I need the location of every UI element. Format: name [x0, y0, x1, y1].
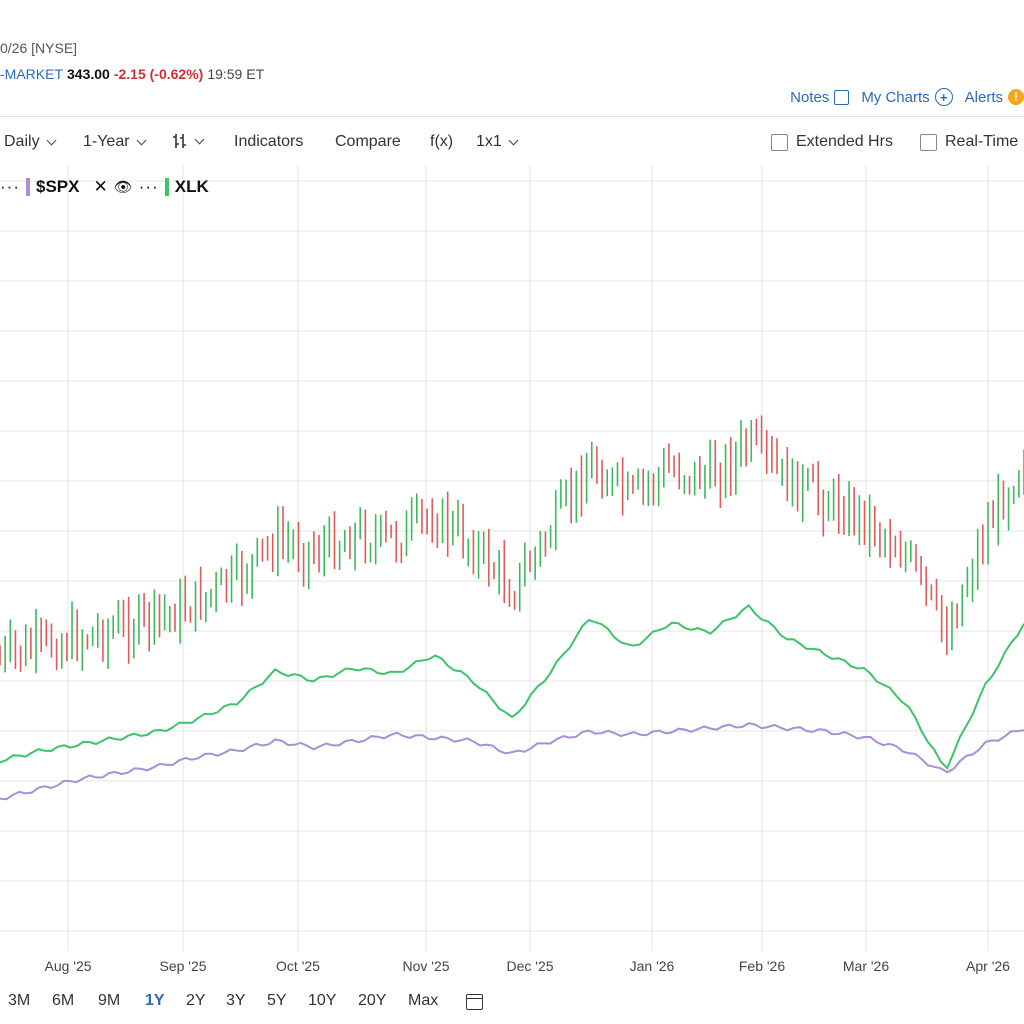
x-axis-labels: Aug '25 Sep '25 Oct '25 Nov '25 Dec '25 Jan '… [0, 958, 1024, 978]
range-button-max[interactable]: Max [408, 992, 439, 1009]
chevron-down-icon [508, 135, 519, 145]
range-button-10y[interactable]: 10Y [308, 992, 337, 1009]
spx-line [0, 722, 1024, 801]
header-divider [0, 116, 1024, 117]
real-time-label: Real-Time [945, 133, 1019, 150]
range-button-2y[interactable]: 2Y [186, 992, 206, 1009]
candlestick-icon [173, 134, 186, 148]
compare-label: Compare [335, 133, 401, 150]
x-tick-label: Feb '26 [738, 958, 786, 974]
indicators-label: Indicators [234, 133, 304, 150]
alerts-label: Alerts [964, 88, 1003, 106]
chevron-down-icon [46, 135, 57, 145]
layout-dropdown[interactable]: 1x1 [476, 133, 519, 151]
period-label: 1-Year [83, 133, 130, 150]
xlk-line [0, 604, 1024, 770]
interval-dropdown[interactable]: Daily [4, 133, 57, 151]
spx-color-swatch [25, 178, 30, 196]
x-tick-label: Oct '25 [276, 958, 320, 974]
x-tick-label: Dec '25 [506, 958, 554, 974]
alert-badge-icon: ! [1008, 89, 1024, 105]
chevron-down-icon [136, 135, 147, 145]
range-button-3y[interactable]: 3Y [226, 992, 246, 1009]
more-options-icon[interactable]: ··· [0, 177, 20, 196]
period-dropdown[interactable]: 1-Year [83, 133, 147, 151]
x-tick-label: Apr '26 [966, 958, 1010, 974]
market-label: -MARKET [0, 66, 63, 82]
xlk-legend-label: XLK [174, 177, 209, 196]
chart-toolbar: Daily 1-Year Indicators Compare f(x) 1x1… [0, 128, 1024, 158]
price-chart[interactable] [0, 165, 1024, 951]
extended-hrs-checkbox[interactable] [771, 133, 788, 151]
compare-button[interactable]: Compare [335, 133, 401, 151]
range-button-5y[interactable]: 5Y [267, 992, 287, 1009]
top-links: Notes My Charts + Alerts! [790, 88, 1024, 106]
x-tick-label: Mar '26 [842, 958, 890, 974]
extended-hrs-label: Extended Hrs [796, 133, 893, 150]
interval-label: Daily [4, 133, 40, 150]
price-change: -2.15 (-0.62%) [113, 66, 204, 82]
x-tick-label: Jan '26 [629, 958, 675, 974]
spx-legend-label: $SPX [35, 177, 80, 196]
eye-icon[interactable]: 👁 [113, 179, 133, 196]
range-button-20y[interactable]: 20Y [358, 992, 387, 1009]
symbol-date-exchange: 0/26 [NYSE] [0, 40, 78, 56]
edit-icon [834, 89, 850, 105]
x-tick-label: Aug '25 [44, 958, 92, 974]
close-icon[interactable]: ✕ [93, 177, 108, 196]
chart-legend: ··· $SPX ✕ 👁 ··· XLK [0, 177, 209, 197]
grid-lines [0, 165, 1024, 951]
quote-line: -MARKET 343.00 -2.15 (-0.62%) 19:59 ET [0, 66, 264, 82]
chevron-down-icon [194, 134, 205, 144]
range-button-6m[interactable]: 6M [52, 992, 75, 1009]
my-charts-link[interactable]: My Charts + [861, 88, 953, 106]
real-time-checkbox[interactable] [920, 133, 937, 151]
xlk-color-swatch [164, 178, 169, 196]
x-tick-label: Nov '25 [402, 958, 450, 974]
range-button-9m[interactable]: 9M [98, 992, 121, 1009]
indicators-button[interactable]: Indicators [234, 133, 303, 151]
notes-link[interactable]: Notes [790, 88, 850, 106]
fx-label: f(x) [430, 133, 454, 150]
quote-time: 19:59 ET [207, 66, 265, 82]
chart-type-dropdown[interactable] [172, 133, 205, 149]
x-tick-label: Sep '25 [159, 958, 207, 974]
ohlc-bars [0, 415, 1024, 674]
fx-button[interactable]: f(x) [430, 133, 453, 151]
real-time-toggle[interactable]: Real-Time [920, 133, 1018, 151]
extended-hrs-toggle[interactable]: Extended Hrs [771, 133, 893, 151]
range-button-1y[interactable]: 1Y [145, 992, 165, 1009]
more-options-icon[interactable]: ··· [138, 177, 159, 196]
last-price: 343.00 [67, 66, 110, 82]
alerts-link[interactable]: Alerts! [965, 88, 1024, 106]
my-charts-label: My Charts [861, 88, 930, 106]
plus-circle-icon: + [934, 88, 953, 106]
layout-label: 1x1 [476, 133, 502, 150]
range-button-3m[interactable]: 3M [8, 992, 31, 1009]
notes-label: Notes [790, 88, 830, 106]
calendar-icon[interactable] [466, 994, 483, 1010]
